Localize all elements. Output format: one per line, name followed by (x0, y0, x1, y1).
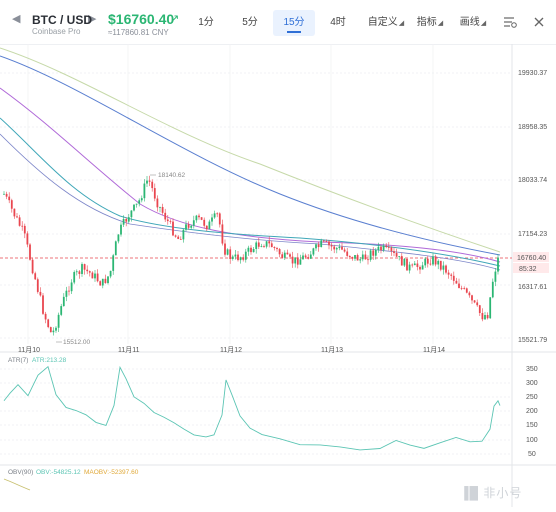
price-axis-label: 19930.37 (518, 70, 547, 77)
atr-indicator-name: ATR(7) (8, 357, 28, 364)
price-axis-label: 16317.61 (518, 284, 547, 291)
obv-line (3, 478, 31, 491)
countdown-tag (513, 263, 549, 273)
date-axis-label: 11月12 (220, 346, 242, 354)
menu-drawing[interactable]: 画线◢ (459, 17, 487, 28)
last-price-tag (513, 252, 549, 262)
atr-axis-label: 350 (526, 366, 538, 373)
atr-axis-label: 250 (526, 394, 538, 401)
trading-pair[interactable]: BTC / USD (32, 13, 92, 27)
price-up-arrow-icon: ↗ (170, 13, 180, 25)
cny-price: ≈117860.81 CNY (108, 28, 169, 37)
price-axis-label: 15521.79 (518, 337, 547, 344)
close-icon[interactable] (533, 16, 545, 28)
tab-interval-15m[interactable]: 15分 (273, 10, 315, 36)
moving-average-line (0, 47, 501, 253)
date-axis-label: 11月14 (423, 346, 445, 354)
atr-axis-label: 50 (528, 451, 536, 458)
atr-axis-label: 300 (526, 380, 538, 387)
candlestick-series (3, 175, 499, 336)
countdown-label: 85:32 (519, 266, 537, 273)
atr-axis-label: 200 (526, 408, 538, 415)
chevron-left-icon[interactable]: ◀ (12, 13, 21, 25)
price-axis-label: 18033.74 (518, 177, 547, 184)
date-axis-label: 11月11 (118, 346, 140, 354)
high-annotation: 18140.62 (158, 172, 185, 179)
atr-grid (0, 368, 512, 455)
low-annotation: 15512.00 (63, 339, 90, 346)
obv-value: OBV:-54825.12 (36, 469, 81, 476)
chart-canvas[interactable]: 18140.62 15512.00 19930.37 18958.35 1803… (0, 44, 556, 507)
obv-indicator-name: OBV(90) (8, 469, 33, 476)
atr-value: ATR:213.28 (32, 357, 67, 364)
tab-interval-1m[interactable]: 1分 (198, 17, 214, 28)
settings-list-icon[interactable] (503, 16, 517, 28)
caret-down-icon: ◢ (480, 20, 487, 27)
price-axis-label: 17154.23 (518, 231, 547, 238)
current-price: $16760.40 (108, 11, 175, 27)
chevron-right-icon[interactable]: ▶ (88, 13, 97, 25)
main-grid (0, 72, 512, 339)
maobv-value: MAOBV:-52397.60 (84, 469, 139, 476)
moving-average-line (0, 117, 501, 267)
active-tab-indicator (287, 31, 301, 33)
moving-average-line (0, 87, 501, 263)
menu-indicators[interactable]: 指标◢ (416, 17, 444, 28)
tab-interval-5m[interactable]: 5分 (242, 17, 258, 28)
exchange-name: Coinbase Pro (32, 27, 81, 36)
moving-average-line (0, 133, 501, 271)
caret-down-icon: ◢ (437, 20, 444, 27)
caret-down-icon: ◢ (398, 20, 405, 27)
tab-interval-4h[interactable]: 4时 (330, 17, 346, 28)
menu-custom[interactable]: 自定义◢ (367, 17, 405, 28)
watermark-logo: ▐█ 非小号 (460, 486, 523, 500)
date-axis-label: 11月13 (321, 346, 343, 354)
atr-axis-label: 150 (526, 422, 538, 429)
moving-average-line (0, 55, 501, 256)
last-price-label: 16760.40 (517, 255, 546, 262)
chart-area[interactable]: 18140.62 15512.00 19930.37 18958.35 1803… (0, 44, 556, 507)
date-axis-label: 11月10 (18, 346, 40, 354)
top-bar: ◀ ▶ BTC / USD Coinbase Pro $16760.40 ↗ ≈… (0, 0, 556, 45)
atr-axis-label: 100 (526, 437, 538, 444)
main-grid-vertical (27, 44, 434, 344)
price-axis-label: 18958.35 (518, 124, 547, 131)
atr-line (3, 365, 501, 451)
